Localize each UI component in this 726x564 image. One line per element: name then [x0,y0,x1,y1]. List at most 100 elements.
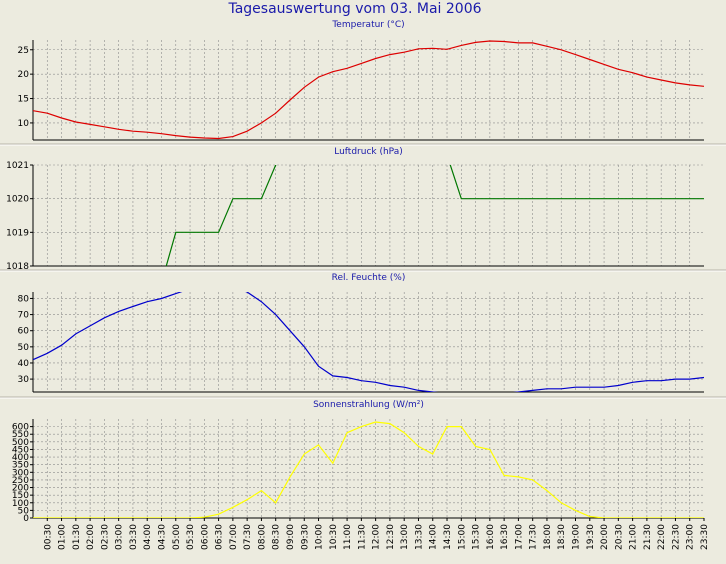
y-tick-label: 0 [23,514,29,524]
data-point [374,421,376,423]
data-point [289,330,291,332]
data-point [146,301,148,303]
data-point [474,445,476,447]
y-tick-label: 400 [12,453,29,463]
data-point [275,112,277,114]
data-point [332,375,334,377]
data-point [432,453,434,455]
x-tick-label: 01:00 [58,524,68,550]
x-tick-label: 11:30 [357,524,367,550]
data-point [303,86,305,88]
y-tick-label: 100 [12,499,29,509]
data-point [146,131,148,133]
data-point [317,76,319,78]
x-tick-label: 05:00 [172,524,182,550]
data-point [75,121,77,123]
data-point [346,67,348,69]
data-point [417,389,419,391]
data-point [574,386,576,388]
y-tick-label: 60 [18,327,30,337]
data-point [617,68,619,70]
data-point [374,381,376,383]
y-tick-label: 70 [18,311,30,321]
data-point [232,506,234,508]
x-tick-label: 07:00 [229,524,239,550]
data-point [232,135,234,137]
x-tick-label: 13:00 [400,524,410,550]
data-point [118,128,120,130]
data-point [275,164,277,166]
y-tick-label: 15 [18,95,29,105]
y-tick-label: 1020 [6,195,29,205]
series-line [33,292,704,392]
data-point [203,137,205,139]
x-tick-label: 15:30 [472,524,482,550]
data-point [346,432,348,434]
data-point [517,476,519,478]
x-tick-label: 14:30 [443,524,453,550]
data-point [417,445,419,447]
data-point [289,476,291,478]
x-tick-label: 11:00 [343,524,353,550]
data-point [189,136,191,138]
plot-area [33,292,704,392]
data-point [246,130,248,132]
data-point [317,444,319,446]
panel-2: Rel. Feuchte (%) 30 40 50 60 70 80 [18,273,704,393]
y-tick-label: 25 [18,46,29,56]
data-point [503,474,505,476]
data-point [160,133,162,135]
data-point [132,305,134,307]
x-tick-label: 21:30 [643,524,653,550]
y-tick-label: 350 [12,461,29,471]
data-point [617,384,619,386]
data-point [560,388,562,390]
data-point [175,231,177,233]
y-tick-label: 10 [18,119,30,129]
data-point [289,99,291,101]
x-tick-label: 03:00 [115,524,125,550]
data-point [217,231,219,233]
x-tick-label: 13:30 [414,524,424,550]
y-tick-label: 80 [18,294,30,304]
x-tick-label: 10:00 [315,524,325,550]
series-line [165,165,704,266]
data-point [32,359,34,361]
panel-3: Sonnenstrahlung (W/m²) 050100150200250300… [12,400,710,550]
data-point [546,45,548,47]
data-point [503,40,505,42]
x-tick-label: 23:00 [686,524,696,550]
data-point [60,117,62,119]
x-tick-label: 02:30 [100,524,110,550]
data-point [103,126,105,128]
y-tick-label: 20 [18,70,30,80]
x-tick-label: 09:00 [286,524,296,550]
x-tick-label: 12:00 [372,524,382,550]
data-point [46,352,48,354]
data-point [360,380,362,382]
data-point [246,291,248,293]
data-point [703,198,705,200]
x-tick-label: 19:30 [586,524,596,550]
data-point [460,425,462,427]
data-point [432,47,434,49]
data-point [432,391,434,393]
data-point [674,82,676,84]
x-tick-label: 17:30 [529,524,539,550]
data-point [532,42,534,44]
panel-title: Temperatur (°C) [331,20,404,30]
data-point [403,51,405,53]
y-tick-label: 150 [12,491,29,501]
data-point [489,40,491,42]
series-line [33,40,704,140]
x-tick-label: 02:00 [86,524,96,550]
x-tick-label: 23:30 [700,524,710,550]
x-tick-label: 04:00 [143,524,153,550]
data-point [217,137,219,139]
x-tick-label: 03:30 [129,524,139,550]
data-point [460,44,462,46]
x-tick-label: 09:30 [300,524,310,550]
data-point [103,317,105,319]
